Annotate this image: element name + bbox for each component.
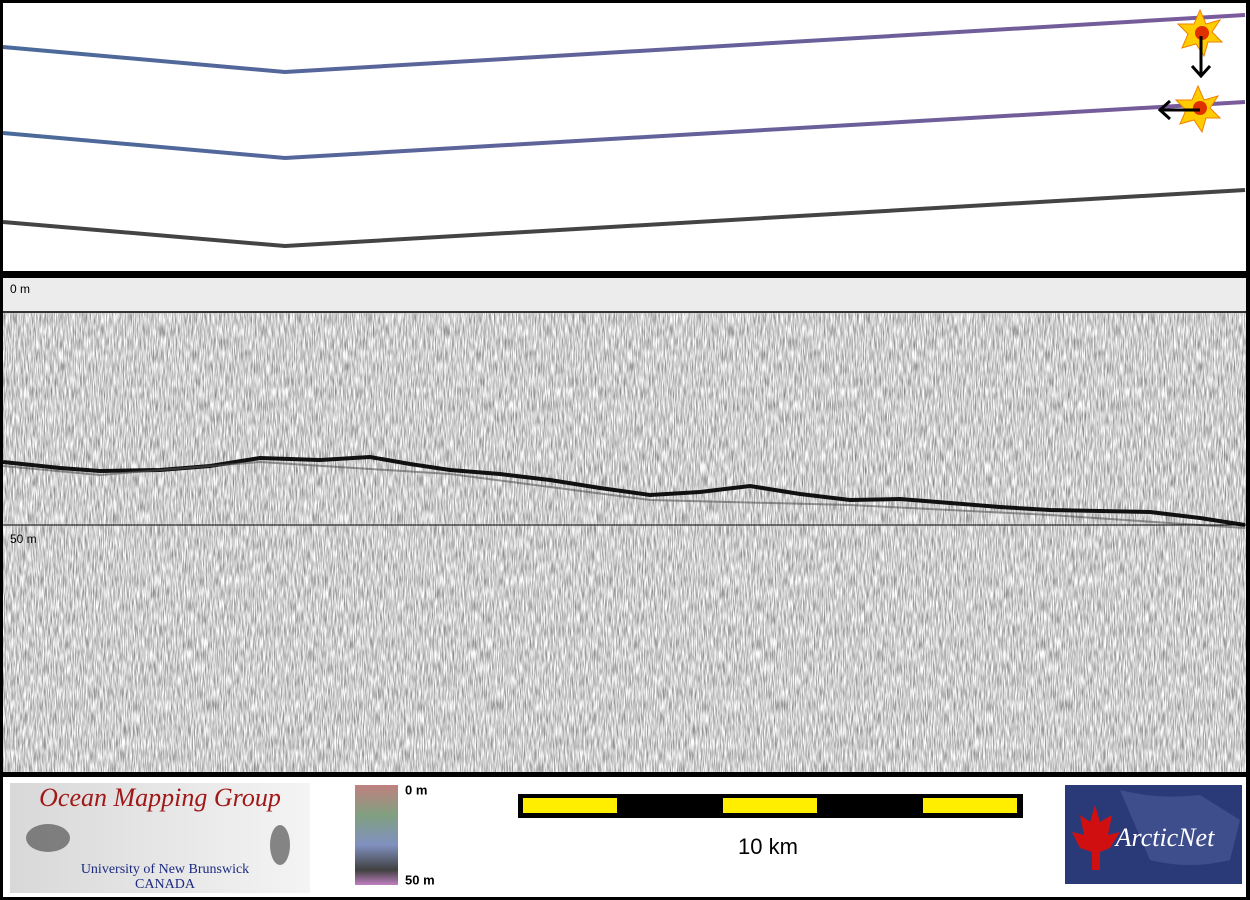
track-line [2,188,1246,249]
logo-country: CANADA [135,877,196,892]
logo-title: Ocean Mapping Group [39,783,281,812]
end-marker [1157,84,1222,134]
depth-label: 0 m [10,282,30,296]
arcticnet-logo: ArcticNet [1065,785,1242,884]
colorbar-label: 50 m [405,872,435,887]
colorbar [355,785,398,885]
colorbar-label: 0 m [405,782,427,797]
omg-logo: Ocean Mapping Group University of New Br… [10,783,310,893]
scale-bar [518,794,1023,818]
sonar-noise [3,312,1246,772]
depth-label: 50 m [10,532,37,546]
track-line [2,100,1246,161]
track-line [2,13,1246,75]
seafloor-echo [2,460,1246,529]
logo-university: University of New Brunswick [81,862,249,877]
water-surface [3,278,1246,312]
start-marker [1176,8,1224,79]
partner-name: ArcticNet [1114,823,1215,852]
scale-label: 10 km [738,834,798,859]
